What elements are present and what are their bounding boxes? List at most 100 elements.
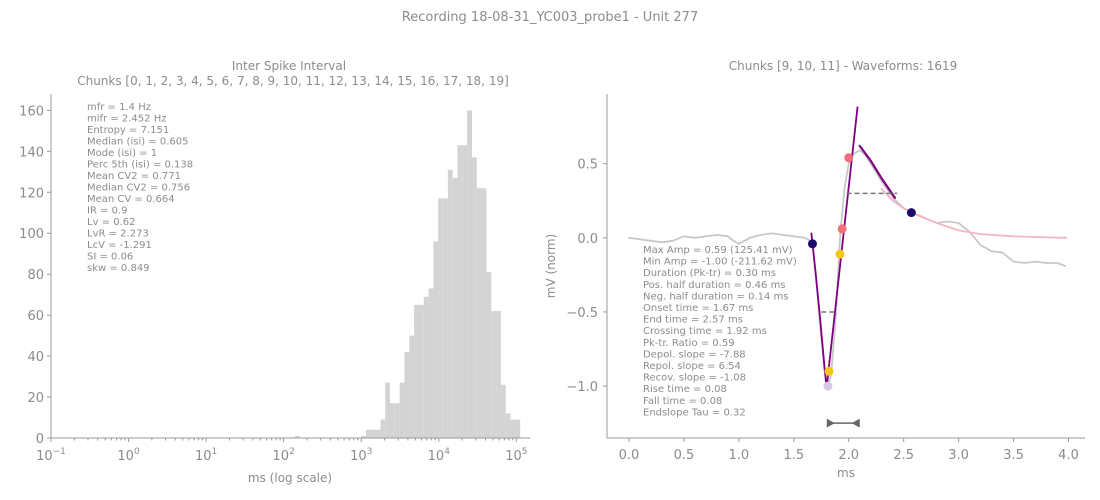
isi-stat-line: mifr = 2.452 Hz <box>87 114 166 125</box>
waveform-stat-line: Endslope Tau = 0.32 <box>643 407 746 418</box>
isi-x-tick-label: 105 <box>505 447 527 464</box>
isi-y-tick-label: 20 <box>27 391 44 406</box>
waveform-stat-line: Neg. half duration = 0.14 ms <box>643 291 789 302</box>
waveform-markers <box>807 153 916 391</box>
isi-y-tick-label: 40 <box>27 350 44 365</box>
isi-bar <box>471 157 477 438</box>
waveform-stat-line: Onset time = 1.67 ms <box>643 303 753 314</box>
waveform-marker <box>823 381 833 391</box>
isi-stat-line: Mean CV = 0.664 <box>87 194 175 205</box>
isi-x-tick-label: 10−1 <box>36 447 66 464</box>
waveform-stat-line: Recov. slope = -1.08 <box>643 373 746 384</box>
isi-bar <box>447 169 453 438</box>
depolarization-fit-line <box>810 232 828 391</box>
isi-stat-line: Median (isi) = 0.605 <box>87 137 188 148</box>
waveform-x-tick-label: 1.5 <box>783 448 804 463</box>
waveform-stat-line: Crossing time = 1.92 ms <box>643 326 767 337</box>
waveform-stat-line: Min Amp = -1.00 (-211.62 mV) <box>643 257 797 268</box>
isi-bars <box>295 110 521 438</box>
isi-bar <box>515 419 521 438</box>
waveform-marker <box>807 239 817 249</box>
repolarization-fit-line <box>825 106 859 388</box>
isi-bar <box>491 311 497 438</box>
waveform-x-tick-label: 3.0 <box>948 448 969 463</box>
waveform-stat-line: Repol. slope = 6.54 <box>643 361 741 372</box>
isi-bar <box>486 272 492 438</box>
waveform-stat-line: Fall time = 0.08 <box>643 396 722 407</box>
isi-subtitle: Chunks [0, 1, 2, 3, 4, 5, 6, 7, 8, 9, 10… <box>77 74 509 88</box>
waveform-xlabel: ms <box>837 466 855 480</box>
isi-histogram-panel: Inter Spike Interval Chunks [0, 1, 2, 3,… <box>19 59 530 485</box>
isi-bar <box>361 435 366 438</box>
waveform-marker <box>844 153 854 163</box>
isi-y-tick-label: 60 <box>27 309 44 324</box>
waveform-stat-line: Max Amp = 0.59 (125.41 mV) <box>643 245 793 256</box>
waveform-ylabel: mV (norm) <box>544 234 558 298</box>
isi-bar <box>505 413 511 438</box>
isi-y-tick-label: 0 <box>36 432 44 447</box>
recovery-fit-line <box>858 144 897 199</box>
isi-bar <box>380 419 386 438</box>
isi-bar <box>428 288 434 438</box>
isi-stat-line: Perc 5th (isi) = 0.138 <box>87 160 193 171</box>
waveform-marker <box>906 208 916 218</box>
waveform-x-tick-label: 1.0 <box>729 448 750 463</box>
isi-stat-line: Median CV2 = 0.756 <box>87 183 190 194</box>
isi-bar <box>457 145 463 438</box>
waveform-x-tick-label: 2.5 <box>893 448 914 463</box>
isi-bar <box>399 382 405 438</box>
endslope-exponential-line <box>880 187 1068 239</box>
waveform-stat-line: Duration (Pk-tr) = 0.30 ms <box>643 268 776 279</box>
isi-bar <box>418 304 424 438</box>
isi-stat-line: LcV = -1.291 <box>87 240 152 251</box>
duration-arrow-head-left <box>826 418 835 428</box>
isi-stat-line: LvR = 2.273 <box>87 229 149 240</box>
isi-y-tick-label: 80 <box>27 268 44 283</box>
isi-bar <box>423 296 429 438</box>
waveform-marker <box>837 224 847 234</box>
waveform-y-tick-label: −1.0 <box>566 380 598 395</box>
isi-stat-line: IR = 0.9 <box>87 206 128 217</box>
isi-x-tick-label: 100 <box>117 447 140 464</box>
isi-stat-line: Entropy = 7.151 <box>87 125 169 136</box>
waveform-marker <box>835 249 845 259</box>
isi-bar <box>394 403 400 438</box>
isi-bar <box>433 241 439 438</box>
waveform-title: Chunks [9, 10, 11] - Waveforms: 1619 <box>729 59 958 73</box>
waveform-y-tick-label: −0.5 <box>566 306 598 321</box>
duration-arrow-head-right <box>851 418 860 428</box>
waveform-stat-line: Depol. slope = -7.88 <box>643 349 746 360</box>
isi-bar <box>365 429 371 438</box>
waveform-x-tick-label: 4.0 <box>1058 448 1079 463</box>
isi-y-tick-label: 160 <box>19 104 44 119</box>
isi-bar <box>496 311 501 438</box>
waveform-x-tick-label: 2.0 <box>838 448 859 463</box>
waveform-x-tick-label: 3.5 <box>1003 448 1024 463</box>
isi-xlabel: ms (log scale) <box>248 471 332 485</box>
figure-suptitle: Recording 18-08-31_YC003_probe1 - Unit 2… <box>402 10 698 25</box>
isi-title: Inter Spike Interval <box>232 59 346 73</box>
waveform-x-tick-label: 0.5 <box>674 448 695 463</box>
isi-stat-line: Lv = 0.62 <box>87 217 136 228</box>
waveform-stats-box: Max Amp = 0.59 (125.41 mV)Min Amp = -1.0… <box>643 245 797 418</box>
isi-stat-line: mfr = 1.4 Hz <box>87 102 151 113</box>
waveform-lines <box>628 106 1068 428</box>
isi-bar <box>390 403 395 438</box>
isi-bar <box>438 198 443 438</box>
waveform-axes: 0.0 0.5 1.0 1.5 2.0 2.5 3.0 3.5 4.0 −1.0 −0.5 0.0 0.… <box>566 94 1085 463</box>
isi-bar <box>409 335 415 438</box>
isi-bar <box>481 188 487 438</box>
isi-bar <box>295 435 300 438</box>
isi-x-tick-label: 102 <box>273 447 295 464</box>
isi-bar <box>476 188 482 438</box>
isi-bar <box>375 429 381 438</box>
isi-bar <box>385 382 391 438</box>
isi-bar <box>452 177 458 438</box>
isi-stat-line: Mode (isi) = 1 <box>87 148 157 159</box>
isi-bar <box>510 419 516 438</box>
isi-x-tick-label: 103 <box>350 447 372 464</box>
waveform-stat-line: End time = 2.57 ms <box>643 315 743 326</box>
isi-bar <box>370 429 376 438</box>
isi-stat-line: SI = 0.06 <box>87 252 133 263</box>
